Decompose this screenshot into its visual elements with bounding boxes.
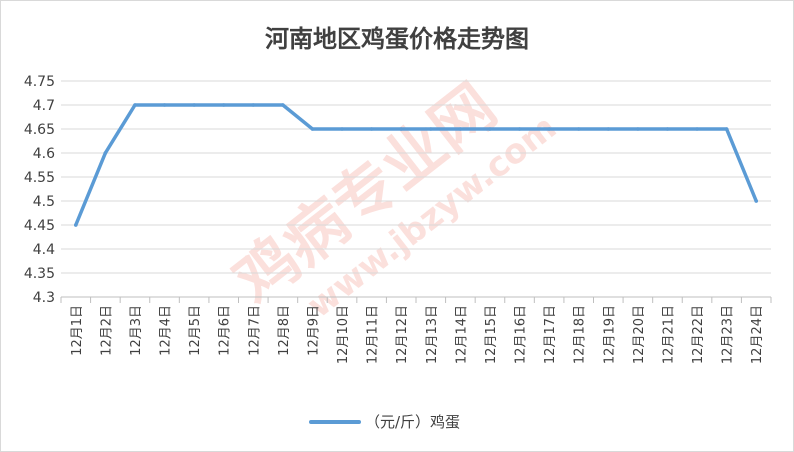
data-point — [428, 127, 433, 131]
chart-title: 河南地区鸡蛋价格走势图 — [265, 25, 529, 53]
y-tick-label: 4.4 — [33, 242, 55, 258]
x-tick-label: 12月14日 — [454, 305, 469, 364]
series-line — [74, 103, 758, 227]
x-tick-label: 12月23日 — [721, 305, 736, 364]
x-tick-label: 12月7日 — [247, 305, 262, 356]
x-tick-label: 12月15日 — [484, 305, 499, 364]
x-axis: 12月1日 12月2日 12月3日 12月4日 12月5日 12月6日 12月7日 12月8日… — [60, 297, 772, 364]
data-point — [724, 127, 729, 131]
data-point — [133, 103, 137, 107]
x-tick-label: 12月11日 — [366, 305, 381, 364]
y-tick-label: 4.55 — [24, 170, 55, 186]
x-tick-label: 12月18日 — [573, 305, 588, 364]
data-point — [488, 127, 492, 131]
x-tick-label: 12月19日 — [602, 305, 617, 364]
x-tick-label: 12月17日 — [543, 305, 558, 364]
data-point — [665, 127, 670, 131]
y-tick-label: 4.35 — [24, 266, 55, 282]
data-point — [458, 127, 463, 131]
data-point — [192, 103, 196, 107]
x-tick-label: 12月22日 — [691, 305, 706, 364]
data-point — [251, 103, 256, 107]
data-point — [281, 103, 285, 107]
data-point — [576, 127, 581, 131]
y-tick-label: 4.7 — [33, 98, 55, 114]
x-tick-label: 12月5日 — [188, 305, 203, 356]
x-tick-label: 12月6日 — [218, 305, 233, 356]
data-point — [695, 127, 699, 131]
data-point — [310, 127, 315, 131]
x-tick-label: 12月4日 — [159, 305, 174, 356]
data-point — [73, 223, 78, 227]
legend: （元/斤）鸡蛋 — [309, 413, 460, 431]
x-tick-label: 12月3日 — [129, 305, 144, 356]
y-tick-label: 4.65 — [24, 122, 55, 138]
x-tick-label: 12月9日 — [306, 305, 321, 356]
data-point — [547, 127, 551, 131]
x-tick-label: 12月13日 — [425, 305, 440, 364]
data-point — [517, 127, 522, 131]
watermark: 鸡病专业网 www.jbzyw.com — [220, 69, 564, 326]
y-tick-label: 4.3 — [33, 290, 55, 306]
x-tick-label: 12月12日 — [395, 305, 410, 364]
data-point — [340, 127, 344, 131]
y-tick-label: 4.45 — [24, 218, 55, 234]
data-point — [369, 127, 374, 131]
x-tick-label: 12月8日 — [277, 305, 292, 356]
data-point — [636, 127, 640, 131]
x-tick-label: 12月10日 — [336, 305, 351, 364]
data-point — [162, 103, 167, 107]
series-layer — [73, 103, 759, 227]
x-tick-label: 12月24日 — [750, 305, 765, 364]
x-tick-label: 12月21日 — [661, 305, 676, 364]
data-point — [399, 127, 404, 131]
y-tick-label: 4.75 — [24, 74, 55, 90]
data-point — [103, 151, 108, 155]
y-tick-label: 4.6 — [33, 146, 55, 162]
data-point — [221, 103, 226, 107]
legend-label: （元/斤）鸡蛋 — [365, 413, 460, 431]
x-tick-label: 12月20日 — [632, 305, 647, 364]
x-tick-label: 12月16日 — [514, 305, 529, 364]
x-tick-label: 12月1日 — [70, 305, 85, 356]
data-point — [754, 199, 759, 203]
data-point — [606, 127, 611, 131]
x-tick-label: 12月2日 — [99, 305, 114, 356]
y-axis-ticks: 4.3 4.35 4.4 4.45 4.5 4.55 4.6 4.65 4.7 4.75 — [24, 74, 55, 306]
y-tick-label: 4.5 — [33, 194, 55, 210]
